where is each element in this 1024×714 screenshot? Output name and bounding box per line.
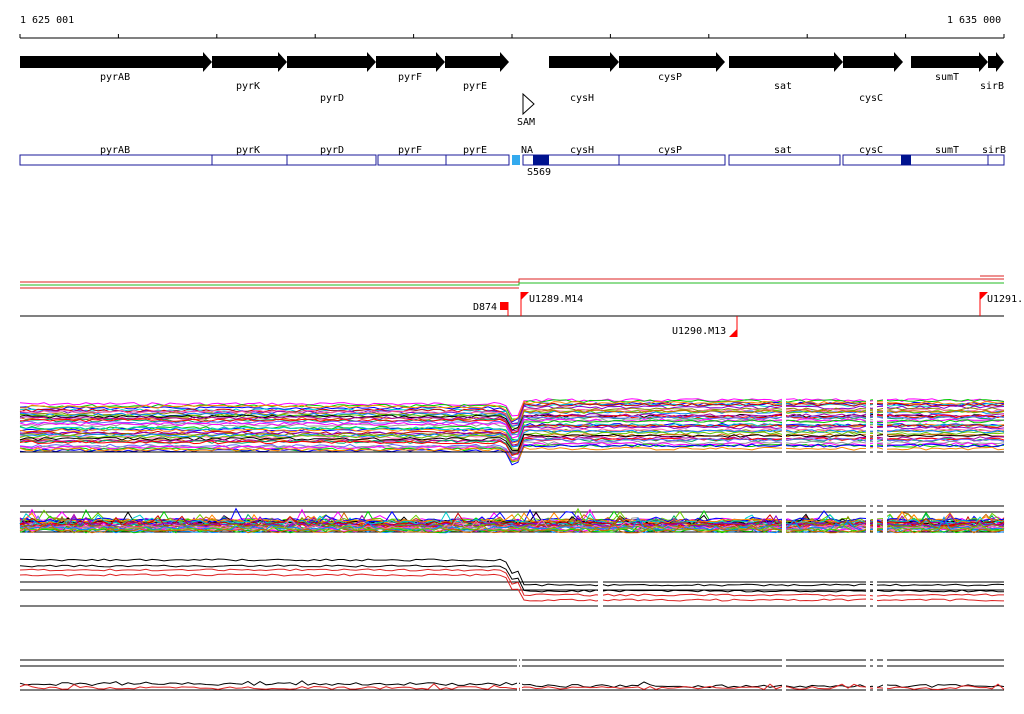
riboswitch-label: SAM bbox=[517, 117, 535, 128]
gene-arrow-icon[interactable] bbox=[619, 52, 725, 72]
gene-label-sat[interactable]: sat bbox=[774, 81, 792, 92]
operon-label-cysH: cysH bbox=[570, 145, 594, 156]
operon-box[interactable] bbox=[902, 154, 989, 166]
marker-label-d874: D874 bbox=[473, 302, 497, 313]
gene-arrow-icon[interactable] bbox=[287, 52, 376, 72]
coordinate-ruler: 1 625 001 1 635 000 bbox=[19, 15, 1005, 39]
operon-box[interactable] bbox=[445, 154, 510, 166]
gene-arrow-icon[interactable] bbox=[911, 52, 988, 72]
operon-box[interactable] bbox=[987, 154, 1005, 166]
operon-label-pyrK: pyrK bbox=[236, 145, 260, 156]
gene-arrow-icon[interactable] bbox=[549, 52, 619, 72]
flag-marker-icon bbox=[500, 302, 508, 310]
coord-start: 1 625 001 bbox=[20, 15, 74, 26]
expression-profile-track-3 bbox=[19, 558, 1005, 607]
expression-profile-track-1 bbox=[19, 398, 1005, 466]
gene-label-pyrD[interactable]: pyrD bbox=[320, 93, 344, 104]
gene-label-pyrE[interactable]: pyrE bbox=[463, 81, 487, 92]
operon-label-pyrD: pyrD bbox=[320, 145, 344, 156]
gene-label-sirB[interactable]: sirB bbox=[980, 81, 1004, 92]
marker-u1291[interactable]: U1291. bbox=[979, 292, 1023, 316]
operon-label-sirB: sirB bbox=[982, 145, 1006, 156]
operon-label-cysP: cysP bbox=[658, 145, 682, 156]
operon-label-sat: sat bbox=[774, 145, 792, 156]
expression-profile-track-4 bbox=[19, 659, 1005, 691]
gene-label-cysH[interactable]: cysH bbox=[570, 93, 594, 104]
flag-marker-icon bbox=[729, 329, 737, 337]
marker-d874[interactable]: D874 bbox=[473, 302, 509, 316]
gene-arrow-icon[interactable] bbox=[212, 52, 287, 72]
flag-marker-icon bbox=[980, 292, 988, 300]
operon-box[interactable] bbox=[19, 154, 213, 166]
marker-label-u1291: U1291. bbox=[987, 294, 1023, 305]
condition-lines bbox=[20, 275, 1004, 289]
operon-box[interactable] bbox=[286, 154, 377, 166]
operon-track bbox=[19, 154, 1005, 166]
operon-box[interactable] bbox=[377, 154, 447, 166]
operon-label-pyrF: pyrF bbox=[398, 145, 422, 156]
operon-label-cysC: cysC bbox=[859, 145, 883, 156]
marker-u1289[interactable]: U1289.M14 bbox=[520, 292, 583, 316]
marker-label-u1289: U1289.M14 bbox=[529, 294, 583, 305]
marker-track: D874 U1289.M14 U1290.M13 U1291. bbox=[20, 292, 1023, 337]
gene-label-cysC[interactable]: cysC bbox=[859, 93, 883, 104]
gene-label-pyrAB[interactable]: pyrAB bbox=[100, 72, 130, 83]
gene-arrow-icon[interactable] bbox=[988, 52, 1004, 72]
operon-label-pyrE: pyrE bbox=[463, 145, 487, 156]
segment-label-s569: S569 bbox=[527, 167, 551, 178]
gene-arrow-icon[interactable] bbox=[843, 52, 903, 72]
segment-box[interactable] bbox=[533, 155, 549, 165]
gene-arrow-icon[interactable] bbox=[729, 52, 843, 72]
operon-box[interactable] bbox=[842, 154, 904, 166]
operon-labels: pyrAB pyrK pyrD pyrF pyrE NA cysH cysP s… bbox=[100, 145, 1006, 178]
riboswitch-triangle-icon bbox=[522, 92, 535, 116]
gene-arrow-icon[interactable] bbox=[376, 52, 445, 72]
gene-labels: pyrAB pyrK pyrD pyrF pyrE cysH cysP sat … bbox=[100, 72, 1004, 104]
marker-label-u1290: U1290.M13 bbox=[672, 326, 726, 337]
gene-label-pyrF[interactable]: pyrF bbox=[398, 72, 422, 83]
gene-arrow-icon[interactable] bbox=[20, 52, 212, 72]
coord-end: 1 635 000 bbox=[947, 15, 1001, 26]
gene-label-cysP[interactable]: cysP bbox=[658, 72, 682, 83]
gene-arrow-icon[interactable] bbox=[445, 52, 509, 72]
coverage-gaps bbox=[517, 396, 887, 696]
operon-box[interactable] bbox=[211, 154, 288, 166]
segment-box[interactable] bbox=[901, 155, 911, 165]
operon-label-sumT: sumT bbox=[935, 145, 959, 156]
operon-label-pyrAB: pyrAB bbox=[100, 145, 130, 156]
gene-label-sumT[interactable]: sumT bbox=[935, 72, 959, 83]
flag-marker-icon bbox=[521, 292, 529, 300]
gene-label-pyrK[interactable]: pyrK bbox=[236, 81, 260, 92]
na-box[interactable] bbox=[512, 155, 520, 165]
riboswitch-sam[interactable]: SAM bbox=[517, 92, 535, 128]
operon-box[interactable] bbox=[618, 154, 726, 166]
operon-box[interactable] bbox=[728, 154, 841, 166]
marker-u1290[interactable]: U1290.M13 bbox=[672, 316, 738, 337]
gene-track bbox=[20, 52, 1004, 72]
operon-label-na: NA bbox=[521, 145, 533, 156]
expression-profile-track-2 bbox=[19, 505, 1005, 534]
